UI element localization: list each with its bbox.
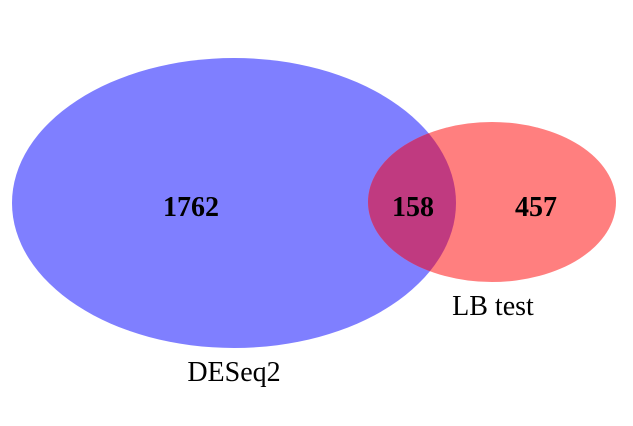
lb-test-label: LB test — [452, 291, 534, 322]
lb-test-only-count: 457 — [515, 192, 557, 223]
deseq2-only-count: 1762 — [163, 192, 219, 223]
intersection-count: 158 — [392, 192, 434, 223]
deseq2-label: DESeq2 — [187, 357, 280, 388]
set-deseq2-ellipse — [12, 58, 456, 348]
